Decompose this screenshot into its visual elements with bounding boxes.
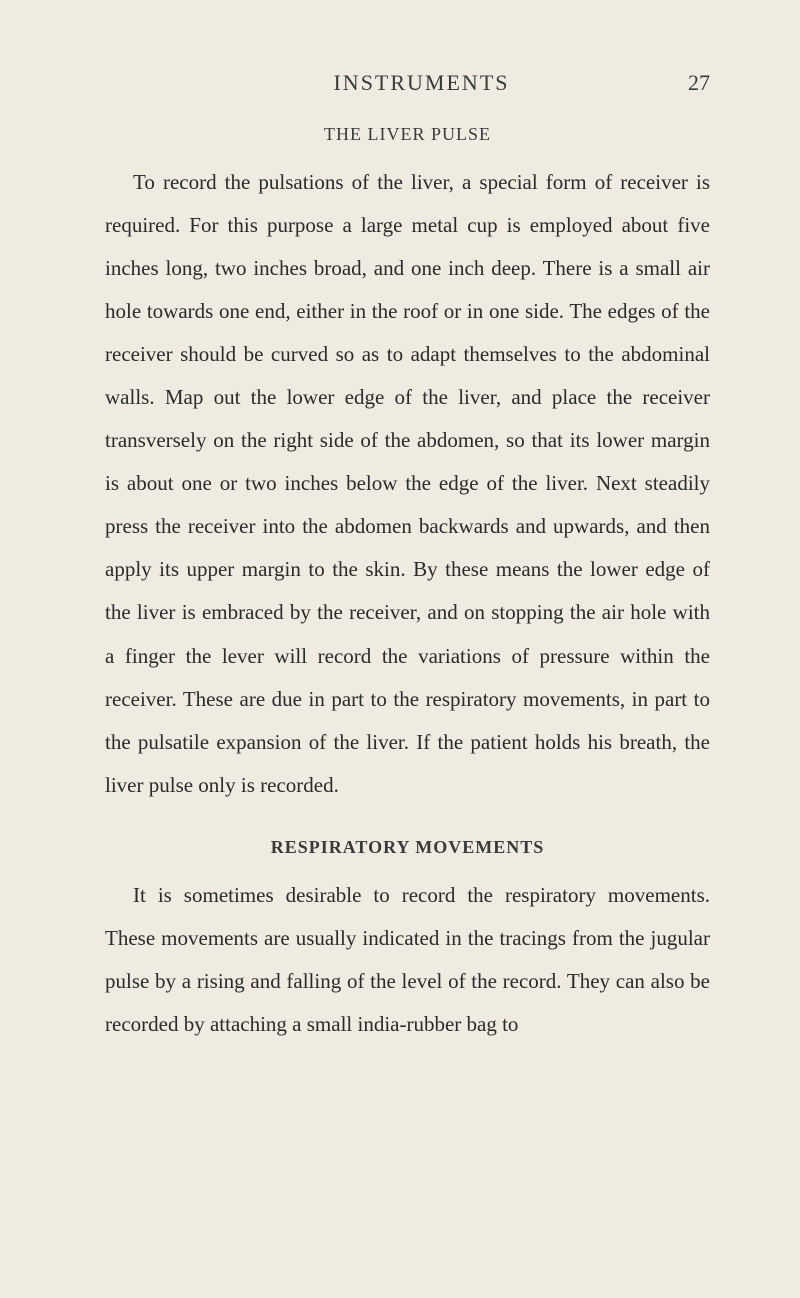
body-paragraph-respiratory: It is sometimes desirable to record the …	[105, 874, 710, 1046]
body-text-liver-pulse: To record the pulsations of the liver, a…	[105, 170, 710, 797]
body-text-respiratory: It is sometimes desirable to record the …	[105, 883, 710, 1036]
running-title: INSTRUMENTS	[155, 70, 688, 96]
body-paragraph-liver-pulse: To record the pulsations of the liver, a…	[105, 161, 710, 807]
page-header: INSTRUMENTS 27	[105, 70, 710, 96]
page-number: 27	[688, 70, 710, 96]
section-heading-respiratory: RESPIRATORY MOVEMENTS	[105, 837, 710, 858]
section-heading-liver-pulse: THE LIVER PULSE	[105, 124, 710, 145]
